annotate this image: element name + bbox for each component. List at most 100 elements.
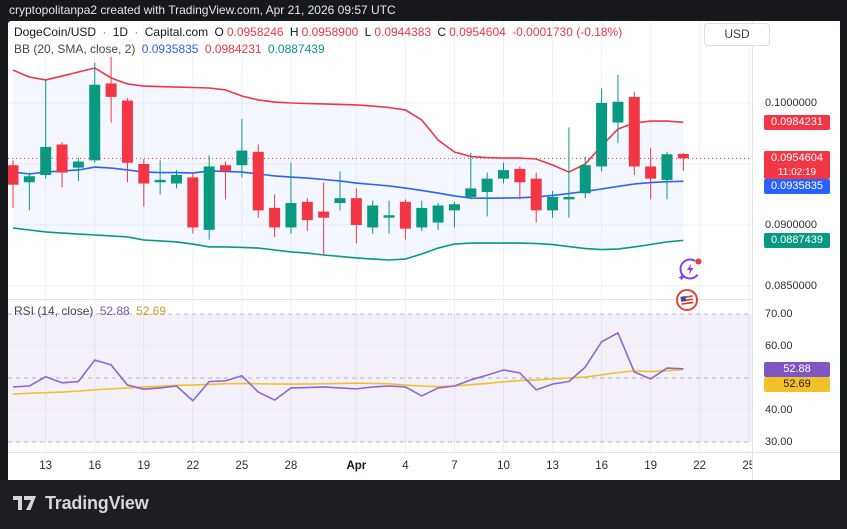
rsi-axis-badge: 52.88 <box>764 362 830 377</box>
candle-body <box>56 144 68 173</box>
candle-body <box>285 203 297 228</box>
candle-body <box>269 207 281 228</box>
last-price-value: 0.0954604 <box>771 152 823 164</box>
tradingview-wordmark: TradingView <box>45 492 149 513</box>
candle-body <box>448 204 460 211</box>
rsi-tick-label: 40.00 <box>765 404 793 416</box>
symbol-legend-row[interactable]: DogeCoin/USD · 1D · Capital.com O 0.09582… <box>14 25 623 39</box>
time-tick-label: 22 <box>186 460 200 472</box>
tradingview-logo-icon <box>13 496 36 510</box>
candle-body <box>677 153 689 159</box>
price-tick-label: 0.0900000 <box>765 219 817 231</box>
time-tick-label: 10 <box>497 460 510 472</box>
candle-body <box>579 165 591 194</box>
time-tick-label: 19 <box>644 460 658 472</box>
candle-body <box>514 168 526 183</box>
candle-body <box>399 201 411 229</box>
symbol-title: DogeCoin/USD <box>14 25 97 39</box>
rsi-label: RSI (14, close) <box>14 304 94 318</box>
chart-canvas[interactable] <box>8 21 752 480</box>
candle-body <box>220 165 232 172</box>
time-tick-label: 19 <box>137 460 151 472</box>
floating-widgets <box>676 255 706 317</box>
candle-body <box>154 179 166 183</box>
price-tick-label: 0.0850000 <box>765 280 817 292</box>
candle-body <box>171 174 182 184</box>
rsi-value: 52.88 <box>99 304 130 318</box>
time-tick-label: 13 <box>546 460 559 472</box>
high-value: 0.0958900 <box>301 25 359 39</box>
bb-label: BB (20, SMA, close, 2) <box>14 42 136 56</box>
candle-body <box>236 150 248 166</box>
bb-basis-axis-badge: 0.0935835 <box>764 179 830 194</box>
candle-body <box>138 164 150 184</box>
candle-body <box>334 198 346 204</box>
us-flag-icon[interactable] <box>676 289 706 316</box>
time-scale[interactable]: 13 16 19 22 25 28 Apr 4 7 10 13 16 19 22 25 <box>8 452 755 480</box>
candle-body <box>661 154 673 180</box>
bb-upper-value: 0.0984231 <box>204 42 262 56</box>
rsi-tick-label: 60.00 <box>765 340 793 352</box>
candle-body <box>432 205 444 223</box>
candle-body <box>72 161 84 168</box>
last-price-axis-badge: 0.0954604 11:02:19 <box>764 151 830 179</box>
bb-lower-axis-badge: 0.0887439 <box>764 233 830 248</box>
time-tick-label: 25 <box>742 460 756 472</box>
bb-legend-row[interactable]: BB (20, SMA, close, 2) 0.0935835 0.09842… <box>14 42 328 56</box>
candle-body <box>465 188 477 197</box>
exchange-label: Capital.com <box>144 25 209 39</box>
candle-body <box>89 84 101 161</box>
candle-body <box>367 205 379 228</box>
candle-body <box>416 207 428 228</box>
attribution-bar: cryptopolitanpa2 created with TradingVie… <box>0 0 847 21</box>
bb-lower-value: 0.0887439 <box>267 42 325 56</box>
close-value: 0.0954604 <box>449 25 506 39</box>
candle-body <box>350 198 362 225</box>
ai-lightning-icon[interactable] <box>676 255 706 288</box>
candle-body <box>498 170 509 179</box>
candle-body <box>301 201 313 221</box>
time-tick-label: 16 <box>88 460 102 472</box>
high-label: H <box>289 25 299 39</box>
rsi-line <box>12 332 684 402</box>
open-value: 0.0958246 <box>226 25 284 39</box>
close-label: C <box>437 25 447 39</box>
open-label: O <box>214 25 224 39</box>
candle-body <box>612 101 624 123</box>
price-tick-label: 0.1000000 <box>765 97 817 109</box>
rsi-tick-label: 30.00 <box>765 436 793 448</box>
bb-lower-line <box>12 227 684 261</box>
candle-body <box>318 211 330 218</box>
bb-basis-value: 0.0935835 <box>141 42 199 56</box>
change-value: -0.0001730 (-0.18%) <box>512 25 623 39</box>
candle-body <box>121 100 133 163</box>
candle-body <box>23 176 35 183</box>
rsi-tick-label: 70.00 <box>765 308 793 320</box>
tradingview-brand-link[interactable]: TradingView <box>12 491 149 515</box>
candle-body <box>547 196 559 211</box>
time-scale-corner <box>752 452 840 480</box>
currency-toggle-button[interactable]: USD <box>704 23 770 46</box>
price-scale[interactable]: 0.1000000 0.0900000 0.0850000 0.0984231 0.… <box>752 21 840 452</box>
bb-upper-line <box>12 67 684 173</box>
candle-body <box>628 96 640 167</box>
attribution-text: cryptopolitanpa2 created with TradingVie… <box>9 3 396 17</box>
footer-bar: TradingView <box>0 480 847 529</box>
rsi-ma-axis-badge: 52.69 <box>764 377 830 392</box>
rsi-legend-row[interactable]: RSI (14, close) 52.88 52.69 <box>14 304 169 318</box>
rsi-ma-line <box>12 368 684 395</box>
time-tick-label: 25 <box>235 460 249 472</box>
time-tick-label: 7 <box>451 460 458 472</box>
rsi-ma-value: 52.69 <box>136 304 167 318</box>
time-tick-label: 16 <box>595 460 608 472</box>
bb-basis-line <box>12 166 684 199</box>
low-value: 0.0944383 <box>374 25 432 39</box>
time-tick-label: 13 <box>39 460 53 472</box>
bar-countdown: 11:02:19 <box>777 167 817 178</box>
time-tick-label: Apr <box>346 460 367 472</box>
candle-body <box>563 196 575 200</box>
candle-body <box>8 165 19 185</box>
candle-body <box>596 103 608 167</box>
candle-body <box>40 146 52 175</box>
